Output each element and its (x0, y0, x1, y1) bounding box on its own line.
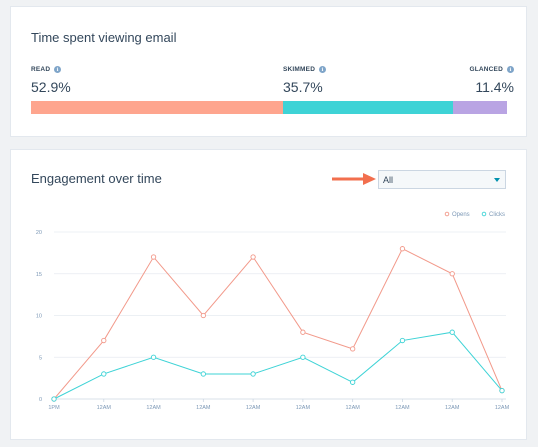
info-icon[interactable]: i (507, 66, 514, 73)
series-line-opens (53, 248, 503, 400)
data-point-opens (150, 254, 157, 260)
read-label: READ i (31, 66, 62, 73)
data-point-clicks (101, 371, 107, 377)
x-tick-label: 12AM (345, 405, 360, 411)
engagement-chart: 0 5 10 15 20 1PM 12AM 12AM 12AM 12AM 12AM 12AM 12AM 1… (36, 211, 510, 411)
y-tick-label: 15 (36, 272, 42, 278)
info-icon[interactable]: i (319, 66, 327, 73)
data-point-clicks (300, 354, 306, 360)
time-spent-card: Time spent viewing email READ i 52.9% SK… (10, 6, 527, 137)
data-point-opens (399, 246, 406, 252)
x-tick-label: 12AM (246, 405, 261, 411)
data-point-opens (300, 329, 306, 335)
data-point-clicks (350, 379, 356, 385)
read-label-text: READ (31, 66, 51, 73)
x-tick-label: 12AM (495, 405, 510, 411)
glanced-value: 11.4% (475, 79, 514, 95)
data-point-opens (350, 346, 356, 352)
data-point-clicks (150, 354, 157, 360)
y-tick-label: 0 (39, 397, 42, 403)
engagement-filter-dropdown[interactable]: All (378, 170, 506, 189)
data-point-clicks (250, 371, 256, 377)
x-tick-label: 12AM (196, 405, 211, 411)
x-tick-label: 12AM (296, 405, 311, 411)
y-tick-label: 20 (36, 230, 42, 236)
skimmed-label-text: SKIMMED (283, 66, 316, 73)
dropdown-selected-value: All (383, 175, 394, 185)
series-line-clicks (53, 331, 503, 400)
engagement-title: Engagement over time (31, 171, 162, 186)
chevron-down-icon (494, 178, 500, 182)
data-point-clicks (200, 371, 206, 377)
engagement-card: Engagement over time All 0 5 10 15 20 1PM 12AM… (10, 149, 527, 440)
skimmed-bar-segment (283, 101, 453, 114)
data-point-opens (200, 312, 206, 319)
y-tick-label: 10 (36, 314, 42, 320)
x-tick-label: 1PM (48, 405, 60, 411)
data-point-opens (101, 337, 107, 344)
legend-marker-opens (444, 211, 450, 217)
data-point-clicks (449, 329, 455, 335)
legend-marker-clicks (481, 211, 487, 217)
legend-label-clicks: Clicks (489, 212, 505, 218)
data-point-opens (449, 271, 455, 277)
glanced-bar-segment (453, 101, 507, 114)
read-bar-segment (31, 101, 283, 114)
arrow-pointer-icon (332, 173, 376, 185)
glanced-label: GLANCED i (469, 66, 514, 73)
x-tick-label: 12AM (97, 405, 112, 411)
y-tick-label: 5 (39, 355, 42, 361)
skimmed-value: 35.7% (283, 79, 323, 95)
data-point-opens (250, 254, 256, 260)
read-value: 52.9% (31, 79, 71, 95)
glanced-label-text: GLANCED (469, 66, 503, 73)
data-point-clicks (499, 387, 505, 394)
x-tick-label: 12AM (146, 405, 161, 411)
data-point-clicks (51, 396, 57, 402)
x-tick-label: 12AM (395, 405, 410, 411)
time-spent-title: Time spent viewing email (31, 30, 177, 45)
data-point-clicks (399, 337, 406, 344)
skimmed-label: SKIMMED i (283, 66, 327, 73)
x-tick-label: 12AM (445, 405, 460, 411)
legend-label-opens: Opens (452, 212, 470, 218)
info-icon[interactable]: i (54, 66, 62, 73)
